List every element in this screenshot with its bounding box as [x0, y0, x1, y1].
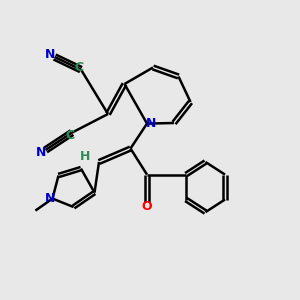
Text: H: H [80, 150, 91, 163]
Text: C: C [65, 129, 74, 142]
Text: N: N [146, 117, 156, 130]
Text: N: N [36, 146, 46, 160]
Text: C: C [74, 61, 83, 74]
Text: N: N [45, 192, 55, 205]
Text: O: O [142, 200, 152, 213]
Text: N: N [45, 48, 56, 61]
